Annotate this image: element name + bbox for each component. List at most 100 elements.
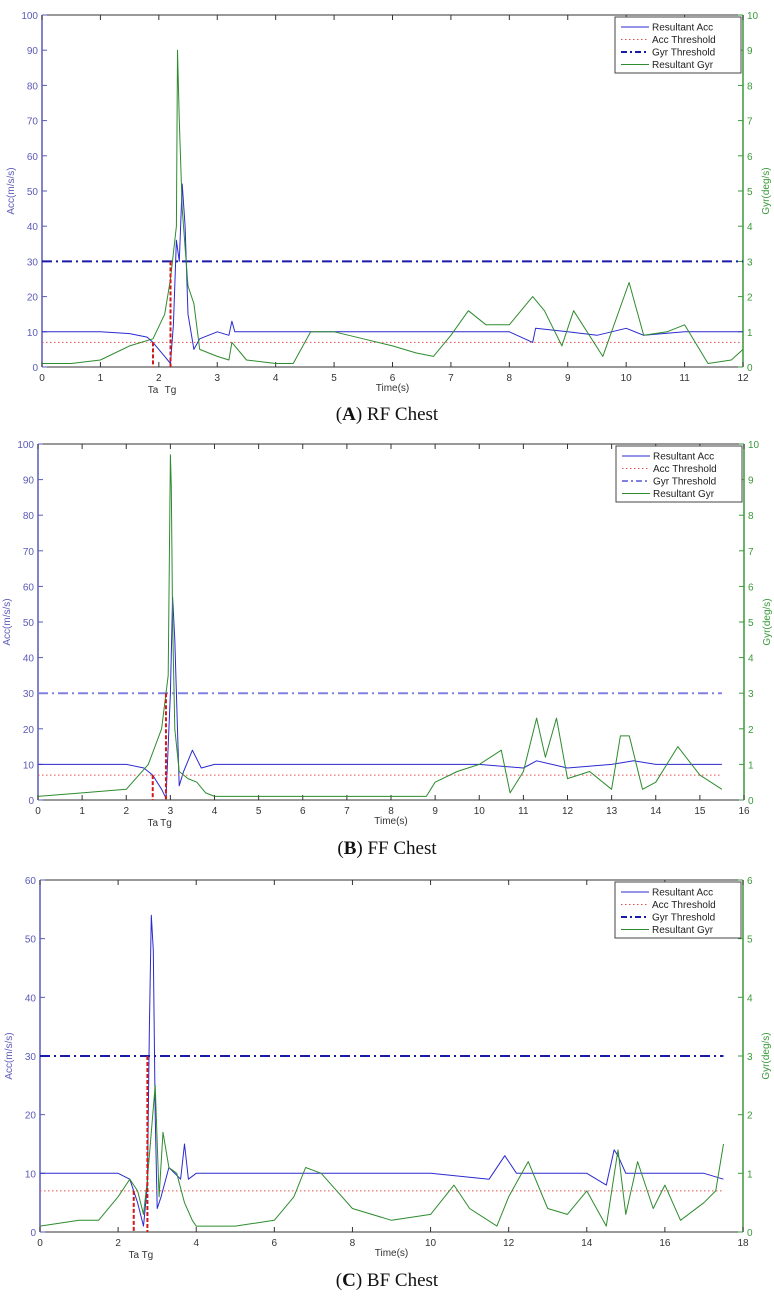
x-tick-label: 2: [123, 806, 129, 817]
y-tick-label-left: 10: [23, 760, 35, 771]
x-axis-label: Time(s): [375, 1248, 409, 1259]
y-tick-label-right: 4: [747, 222, 753, 233]
y-tick-label-right: 0: [748, 796, 754, 807]
y-tick-label-left: 60: [25, 876, 37, 887]
y-tick-label-right: 5: [748, 618, 754, 629]
y-tick-label-left: 70: [27, 117, 39, 128]
y-tick-label-right: 5: [747, 187, 753, 198]
x-tick-label: 1: [98, 373, 104, 384]
y-tick-label-left: 40: [23, 654, 35, 665]
x-tick-label: 2: [156, 373, 162, 384]
y-tick-label-right: 2: [747, 1111, 753, 1122]
y-axis-label-left: Acc(m/s/s): [2, 598, 13, 645]
y-tick-label-left: 30: [23, 689, 35, 700]
y-tick-label-left: 80: [27, 81, 39, 92]
y-tick-label-right: 8: [748, 511, 754, 522]
y-axis-label-right: Gyr(deg/s): [761, 1032, 772, 1079]
y-tick-label-left: 50: [27, 187, 39, 198]
y-tick-label-left: 0: [32, 363, 38, 374]
x-tick-label: 5: [331, 373, 337, 384]
x-tick-label: 4: [212, 806, 218, 817]
y-tick-label-right: 6: [747, 876, 753, 887]
x-tick-label: 11: [518, 806, 529, 817]
x-tick-label: 9: [432, 806, 438, 817]
legend-item: Gyr Threshold: [652, 48, 715, 59]
y-tick-label-right: 8: [747, 81, 753, 92]
caption-text: FF Chest: [367, 838, 437, 859]
legend-item: Resultant Acc: [653, 452, 714, 463]
y-tick-label-left: 60: [23, 582, 35, 593]
y-tick-label-left: 20: [27, 293, 39, 304]
y-tick-label-right: 1: [747, 328, 753, 339]
y-tick-label-left: 90: [27, 46, 39, 57]
x-tick-label: 13: [606, 806, 618, 817]
marker-label-tg: Tg: [142, 1250, 154, 1261]
y-axis-label-left: Acc(m/s/s): [6, 167, 17, 214]
legend-item: Resultant Acc: [652, 888, 713, 899]
legend-item: Gyr Threshold: [653, 477, 716, 488]
x-tick-label: 6: [300, 806, 306, 817]
chart-panel-a: 0 1 2 3 4 5 6 7 8 9 10 11 12 0 10 20 30 40 50 60 70 80 90 100 0 1…: [0, 0, 774, 430]
y-tick-label-right: 7: [748, 547, 754, 558]
marker-label-tg: Tg: [160, 818, 172, 829]
chart-a: 0 1 2 3 4 5 6 7 8 9 10 11 12010203040506070809010001…: [6, 11, 772, 396]
x-tick-label: 15: [694, 806, 706, 817]
y-tick-label-left: 30: [25, 1052, 37, 1063]
series-resultant-acc: [38, 596, 722, 799]
legend-item: Acc Threshold: [653, 464, 717, 475]
y-tick-label-right: 9: [748, 476, 754, 487]
y-tick-label-right: 3: [748, 689, 754, 700]
marker-label-tg: Tg: [165, 385, 177, 396]
y-tick-label-right: 4: [748, 654, 754, 665]
caption-c: (C) BF Chest: [335, 1270, 439, 1291]
x-tick-label: 14: [650, 806, 662, 817]
y-tick-label-left: 50: [23, 618, 35, 629]
y-axis-label-right: Gyr(deg/s): [762, 598, 773, 645]
x-tick-label: 16: [738, 806, 750, 817]
y-tick-label-right: 6: [748, 582, 754, 593]
x-tick-label: 0: [35, 806, 41, 817]
y-tick-label-right: 0: [747, 1228, 753, 1239]
x-tick-label: 10: [621, 373, 633, 384]
y-axis-label-left: Acc(m/s/s): [4, 1032, 15, 1079]
y-tick-label-left: 0: [28, 796, 34, 807]
legend-item: Acc Threshold: [652, 35, 716, 46]
y-tick-label-left: 20: [23, 725, 35, 736]
y-tick-label-left: 40: [25, 993, 37, 1004]
y-tick-label-right: 1: [748, 760, 754, 771]
x-tick-label: 4: [273, 373, 279, 384]
chart-panel-b: 0 1 2 3 4 5 6 7 8 9 10 11 12 13 14 15 16 0 10 20 30 40 50 60 70 8…: [2, 440, 773, 859]
x-tick-label: 8: [388, 806, 394, 817]
legend-item: Resultant Gyr: [652, 925, 714, 936]
x-tick-label: 7: [344, 806, 350, 817]
x-tick-label: 7: [448, 373, 454, 384]
legend-item: Gyr Threshold: [652, 913, 715, 924]
x-tick-label: 3: [168, 806, 174, 817]
x-tick-label: 2: [115, 1238, 121, 1249]
y-tick-label-left: 10: [25, 1169, 37, 1180]
x-tick-label: 12: [562, 806, 574, 817]
x-tick-label: 0: [39, 373, 45, 384]
y-tick-label-left: 20: [25, 1111, 37, 1122]
x-tick-label: 6: [272, 1238, 278, 1249]
x-tick-label: 10: [425, 1238, 437, 1249]
y-tick-label-right: 6: [747, 152, 753, 163]
x-tick-label: 5: [256, 806, 262, 817]
x-tick-label: 4: [193, 1238, 199, 1249]
y-tick-label-right: 2: [747, 293, 753, 304]
x-tick-label: 12: [503, 1238, 515, 1249]
marker-label-ta: Ta: [147, 818, 158, 829]
x-tick-label: 16: [659, 1238, 671, 1249]
x-tick-label: 3: [214, 373, 220, 384]
x-axis-label: Time(s): [374, 816, 408, 827]
caption-letter: B: [343, 838, 357, 859]
x-tick-label: 10: [474, 806, 486, 817]
legend-item: Resultant Acc: [652, 23, 713, 34]
series-resultant-gyr: [42, 49, 744, 364]
y-tick-label-right: 5: [747, 935, 753, 946]
series-resultant-acc: [42, 183, 743, 364]
y-tick-label-left: 50: [25, 935, 37, 946]
legend-item: Resultant Gyr: [653, 489, 715, 500]
chart-c: 0 2 4 6 8 10 12 14 16 1801020304050600123456Acc(m…: [4, 876, 772, 1261]
